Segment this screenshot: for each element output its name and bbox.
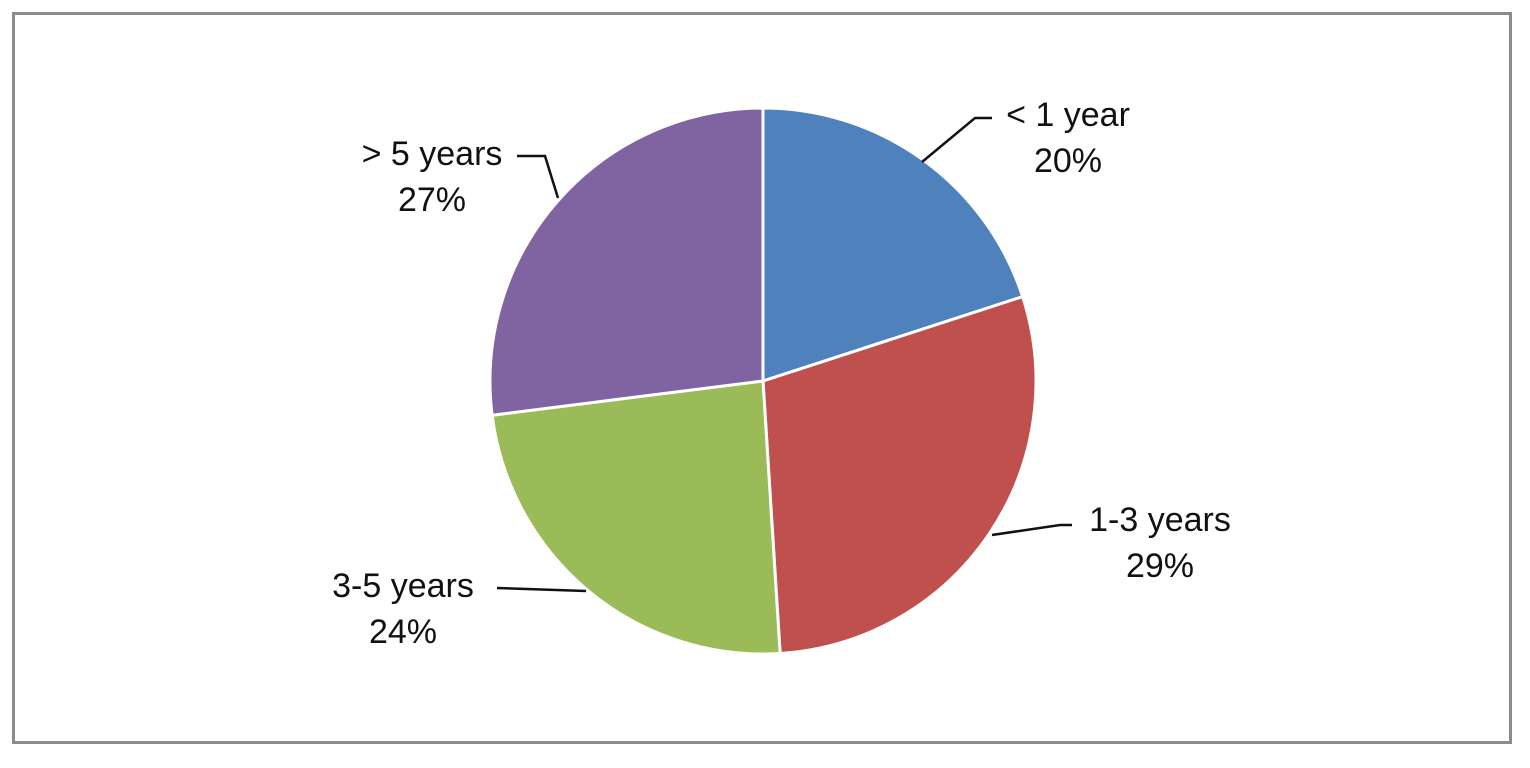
- slice-value-label-3: 27%: [398, 181, 466, 219]
- slice-value-label-0: 20%: [1034, 142, 1102, 180]
- slice-value-label-1: 29%: [1126, 547, 1194, 585]
- slice-category-label-0: < 1 year: [1006, 96, 1130, 134]
- leader-lines: [496, 116, 1072, 593]
- slice-value-label-2: 24%: [369, 613, 437, 651]
- pie-slices: [488, 106, 1038, 656]
- slice-category-label-2: 3-5 years: [332, 567, 474, 605]
- pie-slice-2: [490, 379, 782, 656]
- leader-line-2: [496, 586, 587, 593]
- leader-line-0: [921, 116, 992, 163]
- slice-category-label-3: > 5 years: [362, 135, 503, 173]
- pie-slice-3: [488, 106, 765, 417]
- pie-slice-1: [761, 295, 1038, 655]
- leader-line-1: [991, 523, 1072, 537]
- leader-line-3: [517, 154, 560, 199]
- slice-category-label-1: 1-3 years: [1089, 501, 1231, 539]
- slice-labels: < 1 year 20% 1-3 years 29% 3-5 years 24% > 5 y…: [332, 96, 1231, 651]
